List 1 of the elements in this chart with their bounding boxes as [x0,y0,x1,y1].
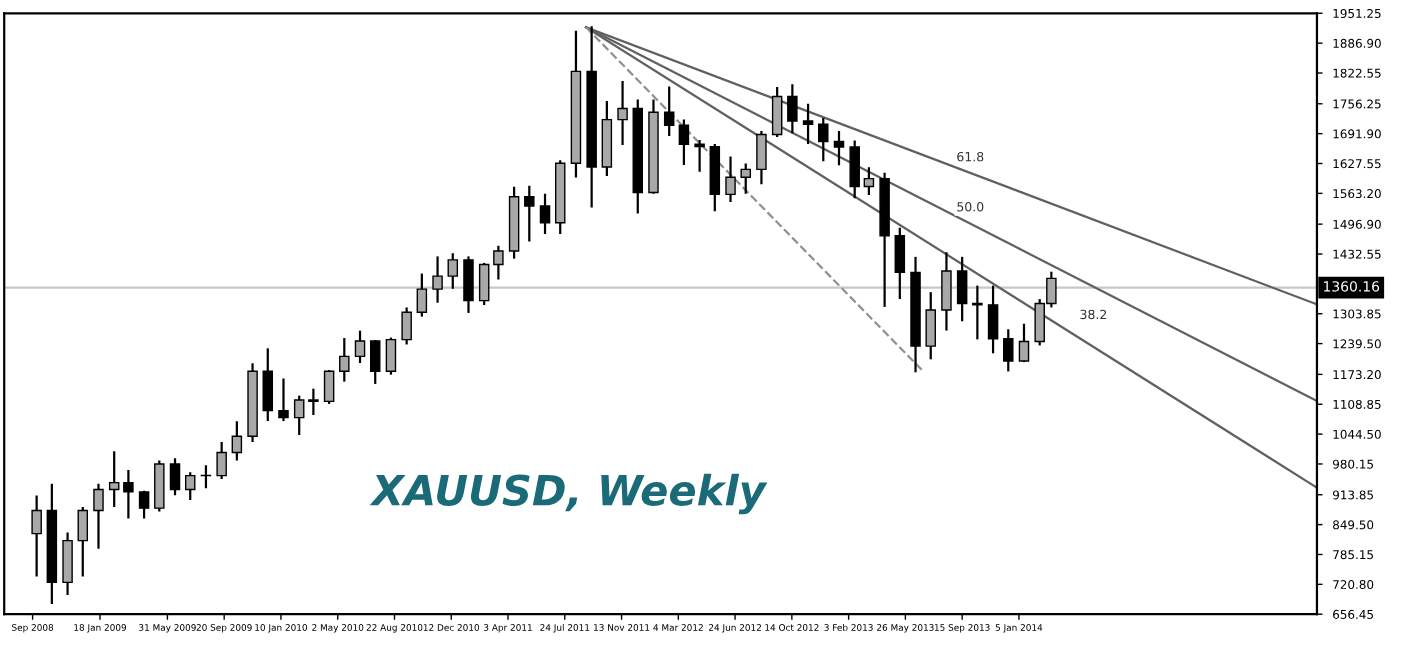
text: XAUUSD, Weekly [369,473,768,515]
